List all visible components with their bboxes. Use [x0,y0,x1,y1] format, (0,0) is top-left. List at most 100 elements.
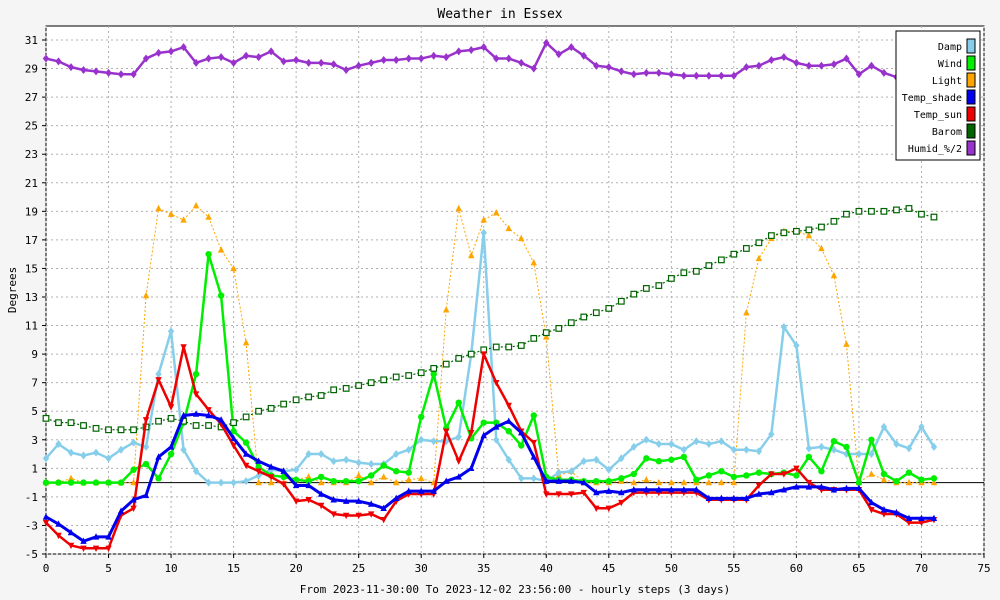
data-point-humid-2 [768,55,775,64]
data-point-damp [430,437,437,446]
data-point-humid-2 [317,58,325,67]
data-point-humid-2 [367,58,375,67]
y-tick-label: 27 [25,91,38,104]
data-point-damp [930,442,938,451]
data-point-temp-sun [880,511,888,518]
data-point-barom [517,342,525,349]
data-point-temp-sun [242,462,250,470]
data-point-barom [667,275,675,282]
data-point-humid-2 [205,54,212,63]
data-point-temp-shade [367,500,375,507]
data-point-damp [755,447,763,456]
data-point-light [355,471,362,479]
data-point-temp-sun [305,497,312,504]
data-point-damp [130,438,137,447]
data-point-temp-shade [167,443,175,450]
data-point-barom [567,319,575,327]
data-point-wind [905,469,913,476]
x-tick-label: 40 [540,562,553,575]
data-point-light [405,476,412,483]
data-point-wind [730,473,738,481]
data-point-damp [418,435,425,444]
data-point-barom [492,343,500,351]
data-point-barom [455,354,463,362]
data-point-damp [392,450,400,459]
data-point-humid-2 [155,48,162,57]
data-point-temp-shade [292,481,300,489]
data-point-damp [630,442,638,451]
data-point-humid-2 [668,70,675,79]
data-point-humid-2 [380,55,387,64]
data-point-light [518,234,525,242]
data-point-temp-shade [818,483,825,490]
data-point-temp-shade [780,486,788,493]
data-point-humid-2 [105,68,112,77]
data-point-barom [730,250,738,258]
data-point-light [468,251,475,259]
data-point-humid-2 [292,55,300,64]
y-tick-label: 13 [25,291,38,304]
data-point-light [680,478,688,486]
data-point-damp [605,465,612,474]
series-layer [42,38,938,552]
data-point-damp [292,465,300,474]
data-point-damp [668,440,675,449]
data-point-temp-shade [280,467,287,474]
data-point-temp-shade [855,484,863,492]
data-point-barom [792,227,800,235]
data-point-damp [618,454,625,463]
data-point-temp-shade [92,533,100,540]
x-tick-label: 60 [790,562,803,575]
series-line-temp-shade [45,412,934,543]
plot-area [45,25,985,555]
data-point-barom [155,417,162,425]
data-point-wind [105,479,112,486]
data-point-humid-2 [443,53,450,62]
data-point-light [443,306,450,313]
data-point-barom [117,426,125,434]
data-point-temp-shade [755,490,763,497]
data-point-temp-shade [630,486,638,493]
data-point-temp-shade [593,488,600,496]
data-point-temp-shade [380,504,387,512]
data-point-wind [317,473,325,481]
data-point-humid-2 [430,51,437,60]
data-point-damp [805,444,813,453]
data-point-damp [855,450,863,459]
data-point-light [230,264,237,272]
data-point-light [718,478,725,486]
data-point-wind [630,470,638,478]
x-tick-label: 55 [727,562,740,575]
series-line-damp [45,231,936,484]
data-point-humid-2 [505,54,512,63]
data-point-wind [380,462,387,469]
data-point-humid-2 [880,68,888,77]
data-point-barom [705,262,713,269]
data-point-wind [455,399,462,406]
data-point-damp [105,454,112,463]
data-point-humid-2 [705,71,713,80]
legend-label-light: Light [932,76,962,87]
legend-label-humid-2: Humid_%/2 [908,144,962,155]
data-point-barom [130,426,137,434]
data-point-wind [418,413,425,421]
data-point-light [730,478,738,486]
data-point-wind [918,476,925,483]
data-point-light [630,478,638,486]
data-point-humid-2 [230,58,237,67]
data-point-temp-sun [280,481,287,488]
y-tick-label: 21 [25,177,38,190]
data-point-temp-shade [618,488,625,496]
legend-swatch-wind [966,55,976,71]
data-point-barom [930,213,938,221]
data-point-humid-2 [868,61,875,70]
data-point-wind [142,460,150,468]
data-point-humid-2 [117,70,125,79]
data-point-temp-sun [593,505,600,513]
legend-label-wind: Wind [938,59,962,70]
data-point-barom [392,373,400,381]
data-point-humid-2 [267,47,275,56]
data-point-wind [167,450,175,458]
data-point-temp-shade [255,457,262,464]
data-point-humid-2 [167,47,175,56]
